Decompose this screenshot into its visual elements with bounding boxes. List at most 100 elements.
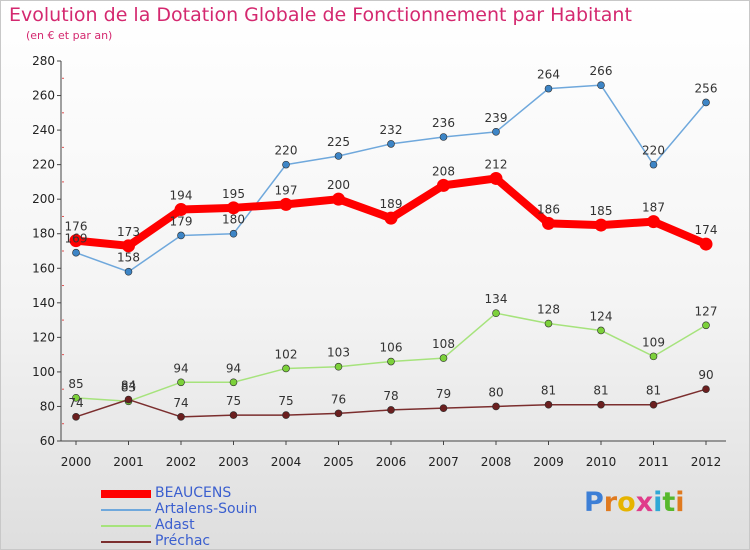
y-tick-label: 200 <box>32 192 55 206</box>
data-point <box>542 216 555 230</box>
data-label: 78 <box>383 389 398 403</box>
data-label: 256 <box>695 81 718 95</box>
data-label: 186 <box>537 202 560 216</box>
data-label: 85 <box>68 377 83 391</box>
y-tick-label: 180 <box>32 227 55 241</box>
data-label: 194 <box>170 189 193 203</box>
data-point <box>649 160 658 169</box>
data-point <box>384 211 398 225</box>
x-tick-label: 2004 <box>271 455 302 469</box>
data-point <box>177 378 185 387</box>
data-point <box>124 267 133 276</box>
data-point <box>489 171 503 185</box>
data-point <box>544 319 553 328</box>
y-tick-label: 120 <box>32 330 55 344</box>
x-tick-label: 2009 <box>533 455 564 469</box>
data-label: 79 <box>436 387 451 401</box>
data-point <box>177 413 185 421</box>
proxiti-logo: Proxiti <box>584 487 685 518</box>
x-tick-label: 2008 <box>481 455 512 469</box>
data-point <box>649 352 658 361</box>
data-label: 127 <box>695 304 718 318</box>
data-point <box>177 231 185 240</box>
data-label: 102 <box>275 347 298 361</box>
series-line-artalens-souin <box>75 84 707 273</box>
data-label: 174 <box>695 223 718 237</box>
x-tick-label: 2000 <box>61 455 92 469</box>
data-label: 103 <box>327 346 350 360</box>
x-tick-label: 2003 <box>218 455 249 469</box>
data-point <box>439 354 448 362</box>
y-tick-label: 60 <box>40 434 55 448</box>
legend-label: Préchac <box>155 533 211 549</box>
data-point <box>229 229 238 238</box>
data-label: 75 <box>278 394 293 408</box>
legend-swatch <box>101 509 151 511</box>
data-point <box>229 411 238 419</box>
data-label: 75 <box>226 394 241 408</box>
data-label: 94 <box>226 361 241 375</box>
data-label: 200 <box>327 178 350 192</box>
y-tick-label: 280 <box>32 54 55 68</box>
legend-label: BEAUCENS <box>155 485 232 501</box>
data-point <box>282 160 290 169</box>
data-point <box>437 178 450 192</box>
data-point <box>334 362 343 371</box>
data-point <box>387 406 395 414</box>
data-point <box>332 192 345 206</box>
data-point <box>702 98 710 107</box>
data-point <box>597 81 605 89</box>
data-point <box>544 400 553 409</box>
data-label: 176 <box>65 220 88 234</box>
data-point <box>439 133 448 141</box>
data-point <box>492 402 500 411</box>
data-point <box>647 215 660 229</box>
data-label: 220 <box>275 144 298 158</box>
y-tick-label: 260 <box>32 89 55 103</box>
data-label: 90 <box>698 368 713 382</box>
data-point <box>544 84 553 93</box>
data-label: 266 <box>590 64 613 78</box>
data-label: 220 <box>642 144 665 158</box>
y-tick-label: 220 <box>32 158 55 172</box>
data-label: 109 <box>642 335 665 349</box>
x-tick-label: 2010 <box>586 455 617 469</box>
data-label: 185 <box>590 204 613 218</box>
data-label: 134 <box>485 292 508 306</box>
data-label: 197 <box>275 183 298 197</box>
data-label: 128 <box>537 303 560 317</box>
data-point <box>597 400 605 409</box>
data-point <box>594 218 608 232</box>
data-point <box>699 237 713 251</box>
data-point <box>72 394 80 402</box>
data-label: 74 <box>68 396 83 410</box>
data-point <box>124 395 133 404</box>
data-point <box>174 203 188 217</box>
data-point <box>597 326 605 335</box>
data-point <box>334 409 343 418</box>
data-label: 225 <box>327 135 350 149</box>
data-point <box>72 413 80 421</box>
data-point <box>702 385 710 393</box>
data-point <box>649 400 658 409</box>
data-label: 74 <box>173 396 188 410</box>
data-label: 187 <box>642 201 665 215</box>
data-point <box>69 234 83 248</box>
data-point <box>387 357 395 366</box>
data-label: 106 <box>380 341 403 355</box>
x-tick-label: 2011 <box>638 455 669 469</box>
y-tick-label: 80 <box>40 399 55 413</box>
data-point <box>282 411 290 419</box>
data-label: 124 <box>590 309 613 323</box>
data-label: 94 <box>173 361 188 375</box>
data-label: 81 <box>646 384 661 398</box>
data-label: 195 <box>222 187 245 201</box>
data-point <box>492 128 500 136</box>
y-tick-label: 160 <box>32 261 55 275</box>
chart-subtitle: (en € et par an) <box>26 29 113 42</box>
y-tick-label: 240 <box>32 123 55 137</box>
legend-label: Adast <box>155 517 195 533</box>
y-tick-label: 100 <box>32 365 55 379</box>
data-point <box>122 239 135 253</box>
